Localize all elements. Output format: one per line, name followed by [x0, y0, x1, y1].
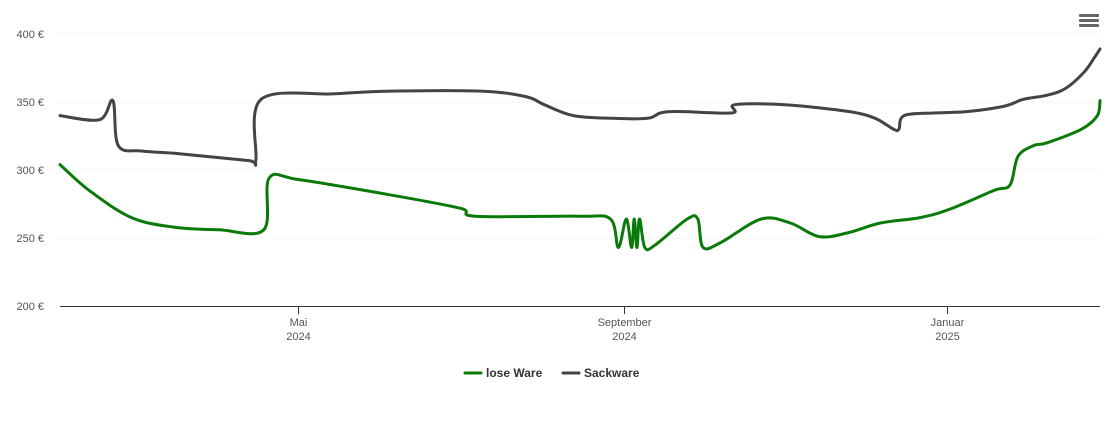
y-tick-label: 250 €	[16, 233, 44, 245]
y-tick-label: 400 €	[16, 29, 44, 41]
series-lines	[58, 47, 1102, 252]
menu-bar	[1079, 19, 1099, 22]
legend-label: Sackware	[584, 366, 640, 380]
hamburger-menu-icon[interactable]	[1078, 12, 1100, 32]
x-tick-month-label: Mai	[290, 317, 308, 329]
x-tick-year-label: 2024	[612, 331, 636, 343]
y-tick-label: 350 €	[16, 97, 44, 109]
x-tick-month-label: September	[598, 317, 652, 329]
legend[interactable]: lose Ware Sackware	[463, 366, 640, 380]
x-axis: Mai 2024 September 2024 Januar 2025	[60, 306, 1100, 343]
y-tick-label: 300 €	[16, 165, 44, 177]
legend-item[interactable]: lose Ware	[463, 366, 543, 380]
y-axis: 400 € 350 € 300 € 250 € 200 €	[16, 29, 44, 313]
legend-item[interactable]: Sackware	[561, 366, 640, 380]
y-tick-label: 200 €	[16, 301, 44, 313]
legend-label: lose Ware	[486, 366, 543, 380]
series-line-1[interactable]	[58, 99, 1102, 252]
x-tick-year-label: 2025	[935, 331, 959, 343]
menu-bar	[1079, 14, 1099, 17]
series-line-2[interactable]	[58, 47, 1102, 167]
x-tick-year-label: 2024	[286, 331, 310, 343]
menu-bar	[1079, 24, 1099, 27]
grid-lines	[60, 33, 1100, 239]
x-tick-month-label: Januar	[931, 317, 965, 329]
